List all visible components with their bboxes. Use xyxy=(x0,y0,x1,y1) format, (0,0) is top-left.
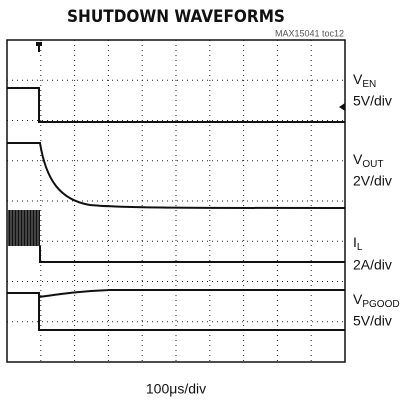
channel-labels: VEN 5V/div VOUT 2V/div IL 2A/div VPGOOD … xyxy=(353,71,400,329)
il-trace xyxy=(39,246,345,263)
symbol: V xyxy=(353,71,363,87)
symbol: V xyxy=(353,151,363,167)
symbol: I xyxy=(353,234,357,250)
vout-trace xyxy=(7,142,346,209)
plot-frame xyxy=(6,39,346,363)
il-noise xyxy=(7,210,40,246)
grid xyxy=(7,40,345,362)
channel-label: VOUT xyxy=(353,151,383,170)
subscript: PGOOD xyxy=(362,299,399,310)
channel-scale: 5V/div xyxy=(353,313,392,329)
channel-label: VPGOOD xyxy=(353,291,400,310)
symbol: V xyxy=(353,291,363,307)
subscript: L xyxy=(357,242,363,253)
timebase: 100μs/div xyxy=(146,381,206,397)
channel-label: IL xyxy=(353,234,363,253)
channel-scale: 2A/div xyxy=(353,257,392,273)
subscript: EN xyxy=(362,79,376,90)
pgood-trace-b xyxy=(38,297,345,331)
channel-scale: 5V/div xyxy=(353,93,392,109)
pgood-trace-a xyxy=(7,289,345,299)
channel-label: VEN xyxy=(353,71,376,90)
title: SHUTDOWN WAVEFORMS xyxy=(67,7,285,27)
ven-trace xyxy=(7,87,345,123)
channel-scale: 2V/div xyxy=(353,173,392,189)
ground-marker xyxy=(339,103,345,111)
trigger-marker xyxy=(36,42,42,52)
subscript: OUT xyxy=(362,159,383,170)
figure-id: MAX15041 toc12 xyxy=(275,28,344,38)
